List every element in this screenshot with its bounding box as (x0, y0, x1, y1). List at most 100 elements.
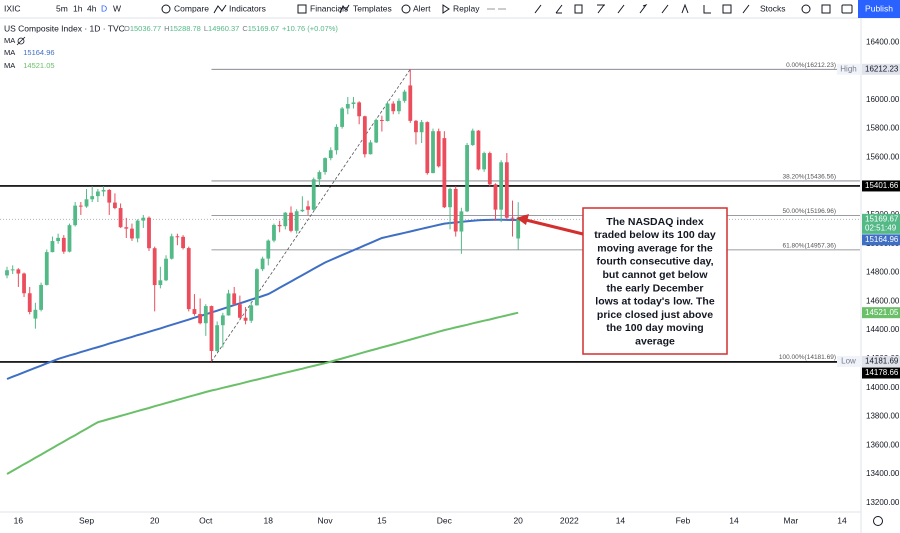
tool-box[interactable] (722, 4, 732, 14)
candle-body (402, 91, 407, 101)
fib-trend-line (211, 69, 411, 362)
fullscreen-icon[interactable] (821, 4, 831, 14)
y-tick-label: 16000.00 (866, 95, 900, 104)
candle-body (5, 270, 9, 276)
annotation-text: price closed just above (597, 309, 713, 321)
candle-body (44, 252, 49, 285)
countdown: 02:51:49 (865, 223, 897, 232)
replay-button[interactable]: Replay (453, 3, 480, 13)
alert-button[interactable]: Alert (413, 3, 431, 13)
price-tag (862, 180, 900, 192)
interval[interactable]: W (113, 3, 121, 13)
tool-line[interactable] (534, 4, 542, 14)
interval[interactable]: D (101, 3, 107, 13)
candle-body (67, 225, 72, 252)
x-tick-label: 18 (264, 515, 274, 525)
fib-label: 50.00%(15196.96) (783, 208, 837, 215)
x-tick-label: 2022 (560, 515, 579, 525)
annotation-text: the early December (607, 282, 704, 294)
fib-label: 0.00%(16212.23) (786, 62, 836, 69)
eye-icon (17, 37, 25, 45)
price-tag (862, 307, 900, 319)
fib-label: 61.80%(14957.36) (783, 243, 837, 250)
candle-body (158, 280, 163, 286)
annotation-text: lows at today's low. The (595, 296, 715, 308)
candle-body (357, 102, 362, 117)
tool-misc[interactable] (742, 4, 750, 14)
tool-rect[interactable] (574, 4, 583, 14)
price-tag-label: 14181.69 (865, 357, 899, 366)
candle-body (374, 119, 379, 143)
candle-body (27, 293, 32, 312)
axis-settings-icon[interactable] (873, 516, 883, 526)
candle-body (237, 304, 242, 318)
price-tag (862, 367, 900, 379)
tool-arrow[interactable] (639, 4, 648, 14)
candle-body (107, 189, 112, 203)
interval[interactable]: 1h (73, 3, 83, 13)
candle-body (323, 158, 327, 173)
financials-button[interactable]: Financials (310, 3, 348, 13)
compare-button[interactable]: Compare (174, 3, 209, 13)
financials-icon (297, 4, 307, 14)
price-tag-label: 14178.66 (865, 368, 899, 377)
candle-body (84, 199, 89, 207)
candle-body (152, 248, 157, 286)
ohlc-key: O (124, 24, 130, 33)
candle-body (56, 237, 61, 242)
settings-icon[interactable] (801, 4, 811, 14)
candle-body (135, 220, 140, 239)
templates-button[interactable]: Templates (353, 3, 392, 13)
candle-body (385, 103, 390, 121)
stocks-button[interactable]: Stocks (760, 3, 786, 13)
ma-legend: MA 14521.05 (4, 61, 55, 70)
annotation-text: but cannot get below (603, 269, 709, 281)
candle-body (419, 122, 424, 133)
candle-body (311, 179, 316, 210)
candle-body (198, 313, 203, 324)
candle-body (516, 219, 521, 239)
compare-icon (161, 4, 171, 14)
tool-measure[interactable] (703, 5, 711, 14)
candle-body (504, 162, 509, 218)
candle-body (391, 103, 396, 112)
candle-body (465, 145, 469, 212)
ohlc-value: 15288.78 (170, 24, 201, 33)
candle-body (130, 228, 134, 239)
tool-pen[interactable] (661, 4, 669, 14)
candle-body (289, 212, 293, 231)
candle-body (294, 211, 299, 231)
candle-body (470, 130, 475, 146)
annotation-text: The NASDAQ index (606, 216, 704, 228)
candle-body (306, 206, 310, 210)
price-tag-label: 15169.67 (865, 214, 899, 223)
candle-body (317, 172, 322, 180)
x-tick-label: 15 (377, 515, 387, 525)
indicators-button[interactable]: Indicators (229, 3, 266, 13)
price-tag-label: 15164.96 (865, 235, 899, 244)
fib-label: 38.20%(15436.56) (783, 174, 837, 181)
candle-body (255, 269, 259, 306)
publish-button[interactable] (858, 0, 900, 18)
candle-body (124, 227, 129, 229)
tool-trend[interactable] (617, 4, 625, 14)
interval[interactable]: 4h (87, 3, 97, 13)
x-tick-label: 16 (14, 515, 24, 525)
symbol[interactable]: IXIC (4, 3, 21, 13)
candle-body (39, 284, 43, 310)
candle-body (78, 205, 83, 207)
x-tick-label: 14 (616, 515, 626, 525)
snapshot-icon[interactable] (841, 4, 853, 14)
annotation-text: moving average for the (597, 242, 713, 254)
y-tick-label: 15600.00 (866, 153, 900, 162)
templates-icon (339, 4, 350, 14)
tool-ray[interactable] (555, 4, 563, 14)
candle-body (243, 317, 248, 321)
y-tick-label: 13400.00 (866, 469, 900, 478)
interval[interactable]: 5m (56, 3, 68, 13)
candle-body (340, 108, 345, 127)
tool-fib[interactable] (597, 4, 605, 14)
candle-body (22, 273, 26, 294)
tool-pattern[interactable] (681, 3, 689, 14)
candle-body (203, 306, 208, 324)
